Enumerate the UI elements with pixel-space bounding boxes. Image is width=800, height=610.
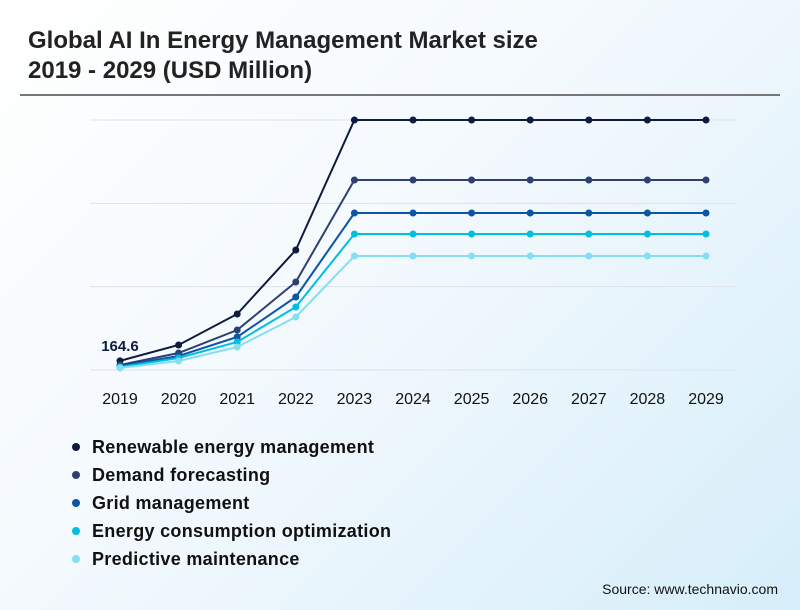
data-point: [233, 338, 241, 346]
x-tick-label: 2021: [219, 391, 255, 408]
data-point: [409, 176, 417, 184]
data-point: [116, 364, 124, 372]
data-point: [702, 116, 710, 124]
data-point: [350, 252, 358, 260]
data-point: [468, 230, 476, 238]
legend-label: Energy consumption optimization: [92, 520, 392, 541]
data-point: [702, 252, 710, 260]
legend-item: Energy consumption optimization: [72, 517, 391, 545]
data-point: [350, 230, 358, 238]
data-point: [409, 116, 417, 124]
data-point: [643, 230, 651, 238]
legend-label: Predictive maintenance: [92, 548, 300, 569]
data-point: [292, 303, 300, 311]
legend-item: Grid management: [72, 489, 391, 517]
data-label: 164.6: [101, 338, 139, 355]
data-point: [468, 252, 476, 260]
data-point: [292, 278, 300, 286]
data-point: [468, 176, 476, 184]
data-point: [526, 252, 534, 260]
legend-dot-icon: [72, 527, 80, 535]
legend-dot-icon: [72, 443, 80, 451]
x-tick-label: 2026: [512, 391, 548, 408]
legend-item: Predictive maintenance: [72, 545, 391, 573]
x-tick-label: 2029: [688, 391, 724, 408]
data-point: [702, 209, 710, 217]
data-point: [468, 209, 476, 217]
data-point: [585, 116, 593, 124]
legend-label: Grid management: [92, 492, 250, 513]
data-point: [292, 246, 300, 254]
legend-item: Demand forecasting: [72, 461, 391, 489]
x-tick-label: 2022: [278, 391, 314, 408]
legend-dot-icon: [72, 499, 80, 507]
x-tick-label: 2024: [395, 391, 431, 408]
data-point: [643, 176, 651, 184]
legend-dot-icon: [72, 555, 80, 563]
data-point: [526, 230, 534, 238]
line-chart: 2019 2020 2021 2022 2023 2024 2025 2026 2027 2028…: [90, 116, 736, 408]
x-tick-label: 2020: [161, 391, 197, 408]
data-point: [468, 116, 476, 124]
data-point: [233, 343, 241, 351]
x-tick-label: 2023: [337, 391, 373, 408]
data-point: [175, 357, 183, 365]
data-point: [233, 333, 241, 341]
data-point: [233, 326, 241, 334]
data-point: [292, 293, 300, 301]
data-point: [526, 209, 534, 217]
data-point: [350, 116, 358, 124]
data-point: [643, 116, 651, 124]
data-point: [526, 116, 534, 124]
series-line-0: [119, 119, 706, 362]
data-point: [409, 252, 417, 260]
data-point: [350, 176, 358, 184]
data-point: [409, 230, 417, 238]
data-point: [526, 176, 534, 184]
legend: Renewable energy management Demand foreca…: [72, 433, 391, 573]
title-line-2: 2019 - 2029 (USD Million): [28, 57, 313, 84]
data-point: [409, 209, 417, 217]
data-point: [702, 176, 710, 184]
title-line-1: Global AI In Energy Management Market si…: [28, 27, 538, 54]
x-tick-label: 2019: [102, 391, 138, 408]
legend-label: Renewable energy management: [92, 436, 375, 457]
data-point: [702, 230, 710, 238]
chart-title: Global AI In Energy Management Market si…: [28, 26, 538, 86]
data-point: [643, 209, 651, 217]
series-line-1: [119, 179, 706, 366]
title-divider: [20, 94, 780, 96]
data-point: [175, 341, 183, 349]
x-tick-label: 2025: [454, 391, 490, 408]
data-point: [585, 230, 593, 238]
data-point: [585, 252, 593, 260]
data-point: [350, 209, 358, 217]
series-line-4: [119, 255, 706, 369]
data-point: [585, 209, 593, 217]
legend-label: Demand forecasting: [92, 464, 271, 485]
legend-dot-icon: [72, 471, 80, 479]
x-tick-label: 2028: [630, 391, 666, 408]
data-point: [292, 313, 300, 321]
data-point: [643, 252, 651, 260]
source-note: Source: www.technavio.com: [602, 581, 778, 597]
x-tick-label: 2027: [571, 391, 607, 408]
data-point: [585, 176, 593, 184]
legend-item: Renewable energy management: [72, 433, 391, 461]
data-point: [233, 310, 241, 318]
